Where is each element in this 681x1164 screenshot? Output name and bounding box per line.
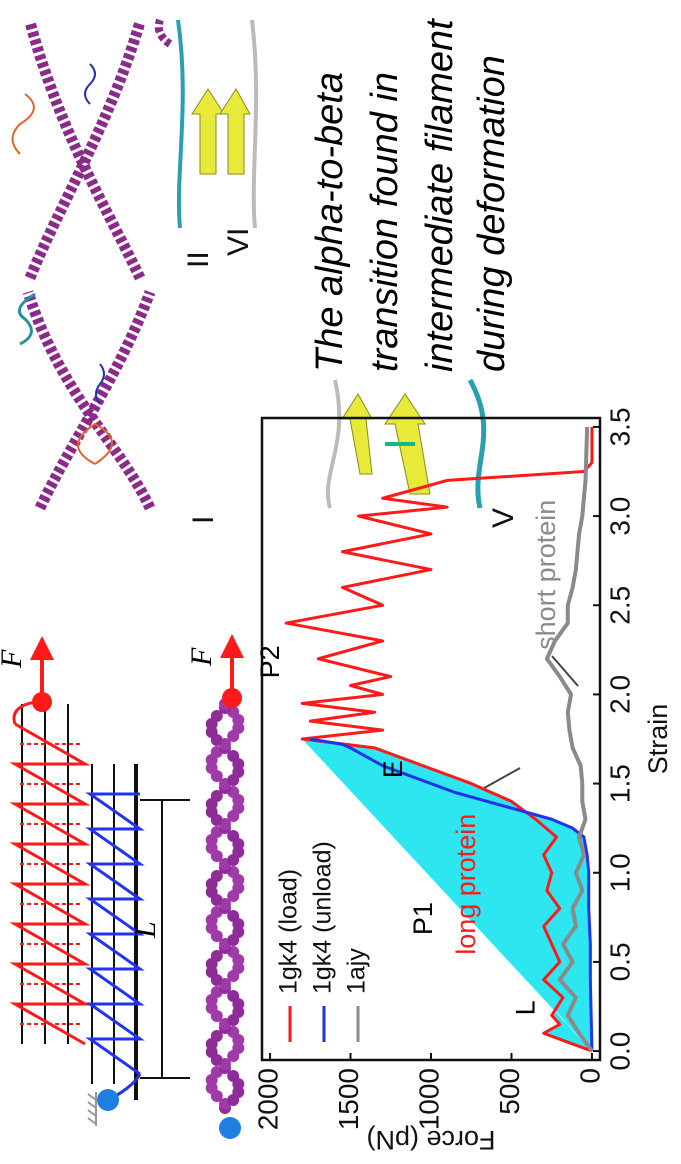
annotation: L (511, 1000, 541, 1015)
annotation: P2 (255, 645, 285, 678)
rod-bead (227, 910, 240, 922)
caption-line: transition found in (364, 72, 406, 372)
protein-rod (205, 698, 245, 1114)
wall (87, 1092, 97, 1126)
x-tick-label: 3.5 (604, 407, 635, 446)
red-helix (9, 722, 91, 1046)
x-tick-label: 3.0 (604, 497, 635, 536)
rod-bead (227, 1070, 240, 1082)
y-axis-label: Force (pN) (366, 1125, 495, 1155)
red-bead (222, 688, 242, 708)
length-bracket (140, 799, 190, 1079)
series-line (544, 426, 594, 1053)
rod-bead (210, 1030, 223, 1042)
legend-label: 1ajy (343, 948, 371, 994)
caption-line: The alpha-to-beta (309, 72, 351, 372)
rod-bead (210, 790, 223, 802)
series-line (310, 737, 594, 1052)
rod-bead (210, 950, 223, 962)
panel-label: VI (222, 228, 255, 256)
legend-label: 1gk4 (load) (275, 869, 303, 994)
series-line (284, 426, 594, 1053)
annotation: P1 (408, 902, 438, 935)
force-label: F (0, 649, 28, 669)
x-tick-label: 0.5 (604, 942, 635, 981)
annotation: E (378, 760, 408, 778)
red-bead (32, 692, 52, 712)
leader-line (551, 655, 579, 687)
snapshot-i (17, 290, 156, 511)
x-tick-label: 1.0 (604, 853, 635, 892)
x-tick-label: 1.5 (604, 764, 635, 803)
x-axis-label: Strain (643, 704, 673, 775)
length-label: L (129, 921, 162, 939)
x-tick-label: 2.5 (604, 586, 635, 625)
chart: Strain Force (pN) 0.0 0.5 1.0 1.5 2.0 2.5 3.0 3… (252, 407, 673, 1154)
y-tick-label: 1500 (333, 1068, 364, 1130)
y-tick-label: 2000 (252, 1068, 283, 1130)
rod-bead (227, 750, 240, 762)
caption-line: intermediate filament (419, 18, 461, 372)
snapshot-vi (154, 18, 259, 229)
rod-bead (227, 830, 240, 842)
blue-bead (219, 1117, 241, 1139)
caption: The alpha-to-beta transition found in in… (309, 18, 513, 372)
snapshot-v (325, 378, 487, 509)
caption-line: during deformation (471, 55, 513, 372)
snapshot-ii (11, 20, 146, 281)
x-tick-label: 0.0 (604, 1032, 635, 1071)
rod-bead (227, 990, 240, 1002)
schematic: F L F (0, 634, 245, 1139)
x-tick-label: 2.0 (604, 675, 635, 714)
panel-label: II (182, 251, 215, 268)
blue-helix (85, 792, 145, 1076)
y-tick-label: 500 (494, 1068, 525, 1115)
legend-label: 1gk4 (unload) (309, 841, 337, 994)
y-tick-label: 0 (574, 1068, 605, 1084)
rod-bead (210, 710, 223, 722)
y-tick-label: 1000 (413, 1068, 444, 1130)
panel-label: I (187, 516, 220, 524)
force-label: F (185, 647, 218, 667)
annotation: short protein (531, 500, 561, 650)
panel-label: V (487, 508, 520, 528)
annotation: long protein (451, 814, 481, 955)
red-hbonds (20, 743, 80, 1025)
rod-bead (210, 870, 223, 882)
blue-bead (97, 1089, 119, 1111)
